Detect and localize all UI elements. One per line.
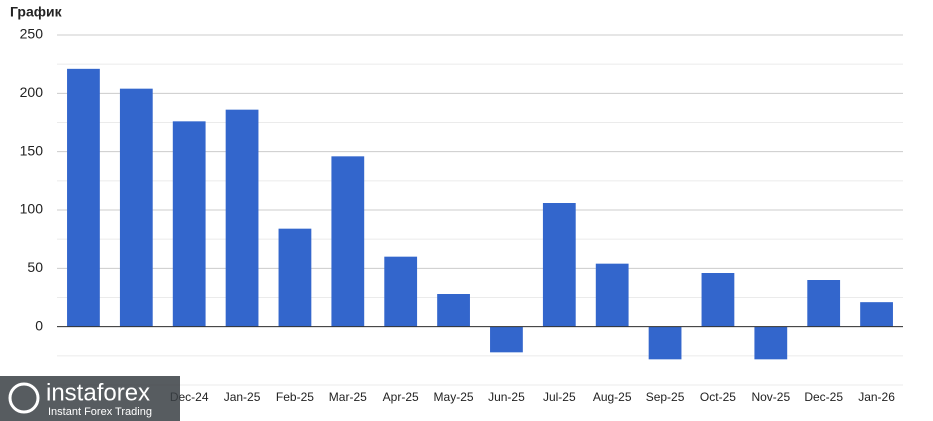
bar xyxy=(754,326,788,360)
y-tick-label: 200 xyxy=(20,84,44,100)
bar xyxy=(595,263,629,327)
bar xyxy=(278,228,312,327)
x-tick-label: May-25 xyxy=(434,390,474,404)
bar xyxy=(701,273,735,327)
y-tick-label: 0 xyxy=(35,317,43,333)
bar xyxy=(807,280,841,327)
bar xyxy=(119,88,153,327)
watermark-tagline: Instant Forex Trading xyxy=(48,406,152,418)
x-tick-label: Jan-25 xyxy=(224,390,261,404)
watermark-brand: instaforex xyxy=(46,379,150,406)
x-tick-label: Nov-25 xyxy=(751,390,790,404)
bar xyxy=(860,302,893,327)
x-tick-label: Oct-25 xyxy=(700,390,736,404)
bar xyxy=(225,109,259,327)
bar xyxy=(542,203,576,327)
bar xyxy=(648,326,682,360)
bar xyxy=(172,121,206,327)
y-tick-label: 250 xyxy=(20,26,44,42)
bar xyxy=(331,156,365,327)
bar xyxy=(384,256,418,327)
bar xyxy=(437,294,470,327)
y-tick-label: 100 xyxy=(20,201,44,217)
x-tick-label: Jan-26 xyxy=(858,390,895,404)
x-tick-label: Jun-25 xyxy=(488,390,525,404)
x-tick-label: Sep-25 xyxy=(646,390,685,404)
y-tick-label: 150 xyxy=(20,142,44,158)
x-tick-label: Aug-25 xyxy=(593,390,632,404)
x-tick-label: Feb-25 xyxy=(276,390,314,404)
chart-title: График xyxy=(10,4,63,20)
bar xyxy=(490,326,523,353)
y-tick-label: 50 xyxy=(27,259,43,275)
bar xyxy=(67,68,100,327)
x-tick-label: Apr-25 xyxy=(383,390,419,404)
x-tick-label: Mar-25 xyxy=(329,390,367,404)
watermark-bg xyxy=(0,376,180,421)
x-tick-label: Dec-25 xyxy=(804,390,843,404)
x-tick-label: Jul-25 xyxy=(543,390,576,404)
watermark-icon xyxy=(8,382,40,414)
